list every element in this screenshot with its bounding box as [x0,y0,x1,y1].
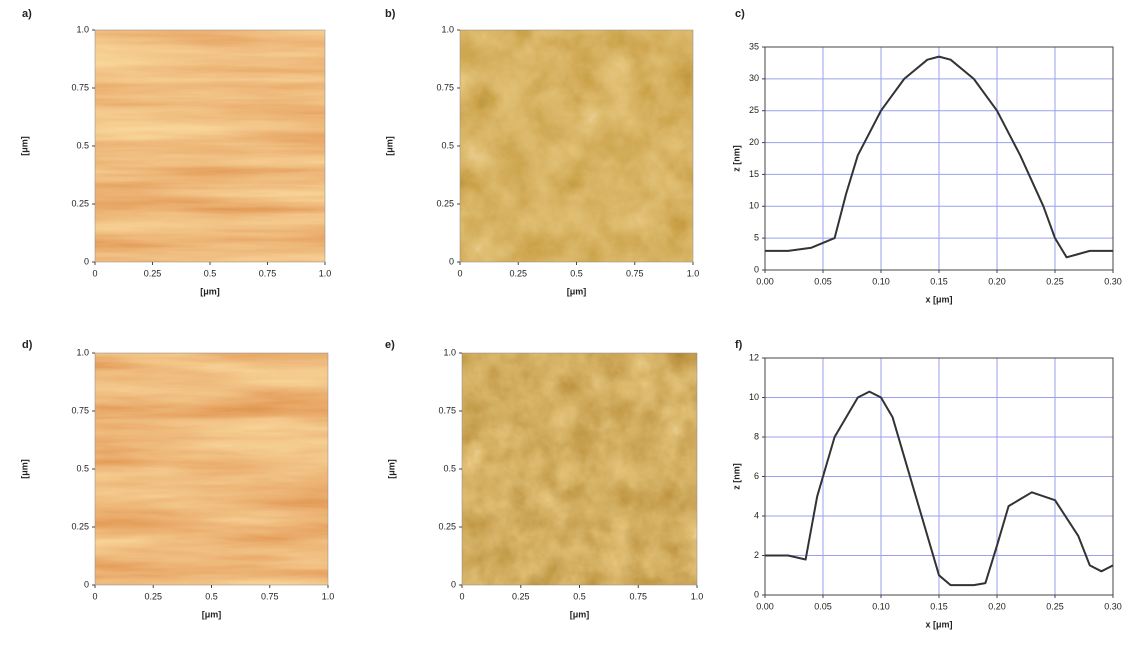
y-tick-label: 0.5 [441,140,454,150]
x-tick-label: 0.5 [570,268,583,278]
x-tick-label: 0.05 [814,601,832,611]
y-tick-label: 1.0 [76,347,89,357]
x-tick-label: 0.25 [512,591,530,601]
x-tick-label: 0.75 [626,268,644,278]
y-tick-label: 0 [449,256,454,266]
y-axis-label: [μm] [19,459,29,479]
afm-image [462,353,697,585]
x-tick-label: 0.20 [988,601,1006,611]
y-tick-label: 0.5 [76,140,89,150]
x-tick-label: 0.00 [756,276,774,286]
y-tick-label: 2 [754,550,759,560]
x-axis-label: [μm] [200,286,220,296]
panel-label: a) [22,8,32,20]
x-tick-label: 0.20 [988,276,1006,286]
x-tick-label: 0.25 [1046,276,1064,286]
x-axis-label: [μm] [202,609,222,619]
x-tick-label: 0 [92,591,97,601]
y-tick-label: 0.25 [436,198,454,208]
x-tick-label: 0 [457,268,462,278]
y-tick-label: 0.75 [71,405,89,415]
x-axis-label: [μm] [570,609,590,619]
y-tick-label: 12 [749,352,759,362]
y-tick-label: 8 [754,431,759,441]
x-axis-label: x [μm] [925,294,952,304]
x-tick-label: 0.25 [1046,601,1064,611]
x-tick-label: 0.00 [756,601,774,611]
y-tick-label: 0 [451,579,456,589]
x-tick-label: 0 [92,268,97,278]
y-tick-label: 0 [84,256,89,266]
x-tick-label: 0.10 [872,601,890,611]
x-tick-label: 0.25 [509,268,527,278]
y-tick-label: 0.75 [436,82,454,92]
y-tick-label: 0.25 [438,521,456,531]
x-tick-label: 0.30 [1104,276,1122,286]
y-tick-label: 0.5 [443,463,456,473]
y-tick-label: 20 [749,137,759,147]
profile-line [765,390,1114,587]
y-axis-label: [μm] [19,136,29,156]
x-tick-label: 0.30 [1104,601,1122,611]
y-tick-label: 1.0 [441,24,454,34]
y-axis-label: z [nm] [731,145,741,172]
y-tick-label: 0.25 [71,521,89,531]
x-tick-label: 1.0 [319,268,332,278]
x-tick-label: 0.75 [259,268,277,278]
panel-label: b) [385,8,396,20]
panel-label: f) [735,339,743,351]
y-tick-label: 0 [754,264,759,274]
y-tick-label: 0.25 [71,198,89,208]
y-tick-label: 0 [754,589,759,599]
x-tick-label: 0.10 [872,276,890,286]
x-tick-label: 0.5 [205,591,218,601]
x-axis-label: [μm] [567,286,587,296]
y-tick-label: 6 [754,471,759,481]
afm-image [95,30,325,262]
y-tick-label: 0.75 [438,405,456,415]
x-tick-label: 0.05 [814,276,832,286]
y-tick-label: 0.75 [71,82,89,92]
y-axis-label: [μm] [384,136,394,156]
x-tick-label: 0 [459,591,464,601]
y-tick-label: 5 [754,233,759,243]
x-tick-label: 1.0 [691,591,704,601]
panel-label: d) [22,339,33,351]
panel-label: c) [735,8,745,20]
x-tick-label: 1.0 [322,591,335,601]
afm-image [95,353,328,585]
x-tick-label: 0.25 [144,268,162,278]
y-tick-label: 10 [749,392,759,402]
y-tick-label: 0 [84,579,89,589]
plot-frame [764,46,1114,271]
y-axis-label: [μm] [386,459,396,479]
x-tick-label: 1.0 [687,268,700,278]
y-axis-label: z [nm] [731,463,741,490]
x-axis-label: x [μm] [925,619,952,629]
panel-label: e) [385,339,395,351]
y-tick-label: 1.0 [443,347,456,357]
x-tick-label: 0.5 [573,591,586,601]
y-tick-label: 25 [749,105,759,115]
y-tick-label: 1.0 [76,24,89,34]
x-tick-label: 0.15 [930,276,948,286]
x-tick-label: 0.5 [204,268,217,278]
x-tick-label: 0.25 [144,591,162,601]
plot-frame [764,357,1114,596]
profile-line [765,55,1113,259]
x-tick-label: 0.15 [930,601,948,611]
afm-image [460,30,693,262]
y-tick-label: 30 [749,73,759,83]
x-tick-label: 0.75 [629,591,647,601]
y-tick-label: 15 [749,169,759,179]
y-tick-label: 0.5 [76,463,89,473]
y-tick-label: 10 [749,201,759,211]
x-tick-label: 0.75 [261,591,279,601]
y-tick-label: 4 [754,510,759,520]
y-tick-label: 35 [749,41,759,51]
